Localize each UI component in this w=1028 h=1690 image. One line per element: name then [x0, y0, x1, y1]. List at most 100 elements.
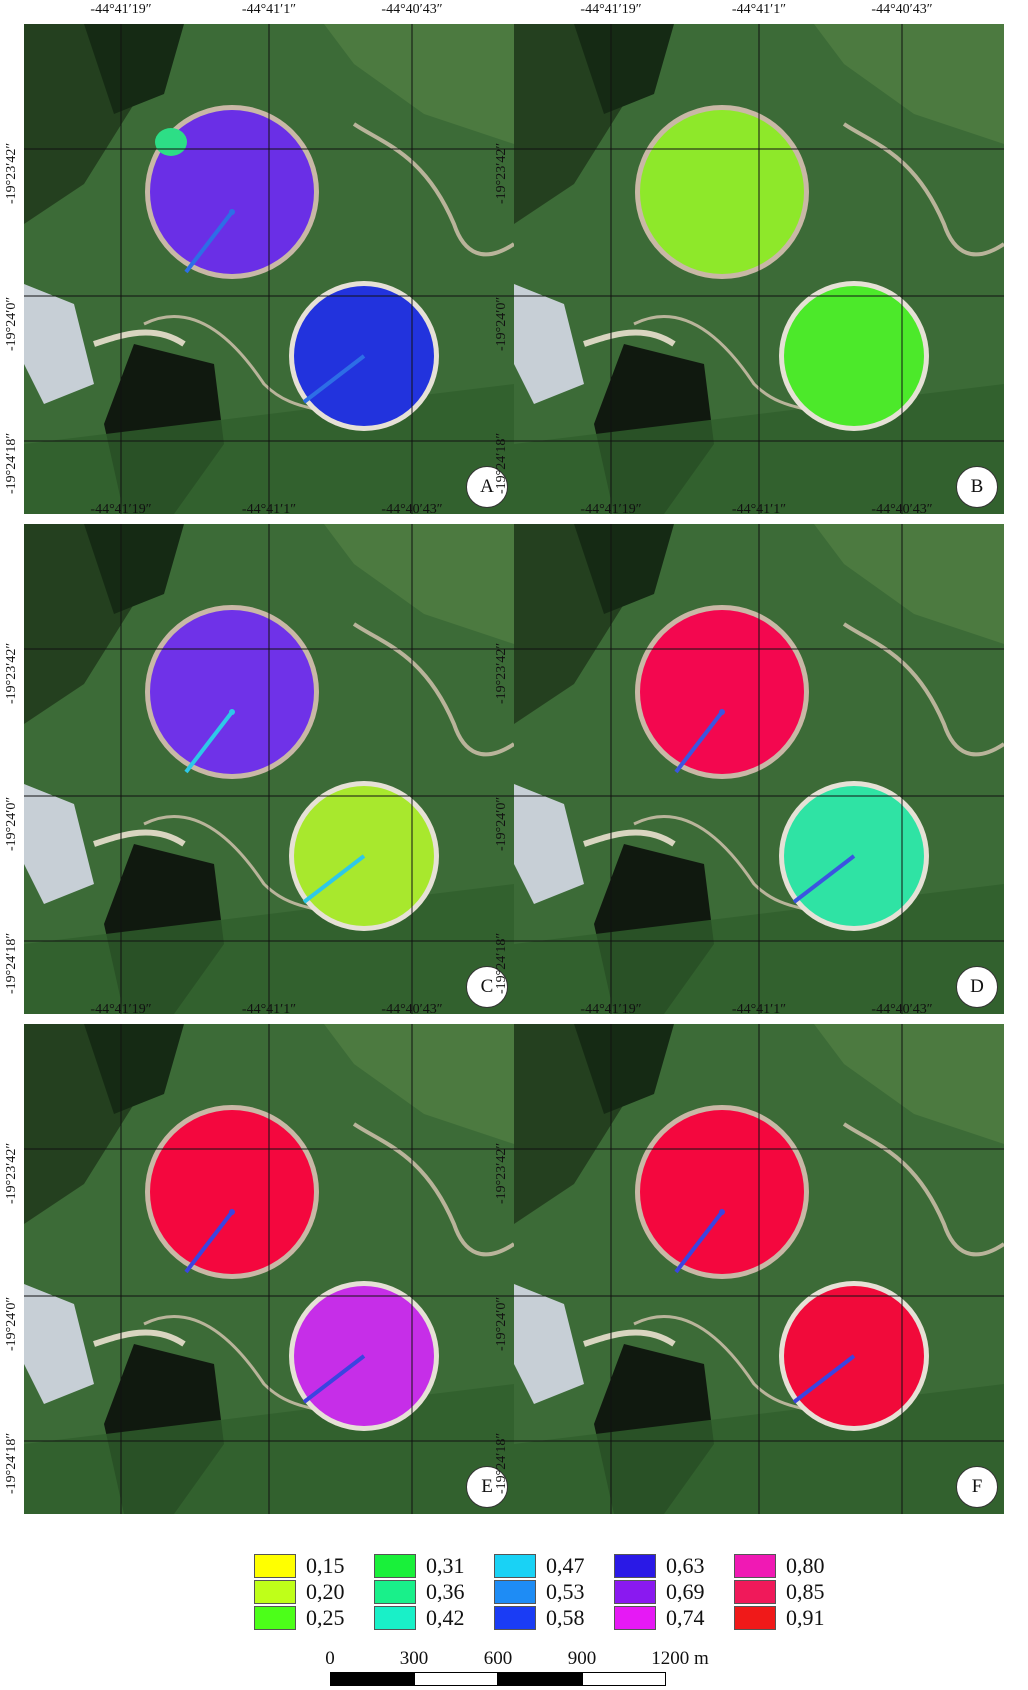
satellite-map [514, 1024, 1004, 1514]
pasture-area [324, 1024, 514, 1144]
longitude-label: -44°40′43″ [871, 502, 933, 517]
latitude-label: -19°24′18″ [4, 432, 19, 494]
map-panel: E [24, 1024, 514, 1514]
pivot-center [229, 209, 235, 215]
color-legend: 0,15 0,20 0,25 0,31 0,36 0,42 0,47 0,53 0,58 0,63… [254, 1554, 854, 1638]
longitude-label: -44°41′1″ [241, 502, 297, 517]
legend-label: 0,42 [426, 1605, 465, 1630]
legend-swatch [734, 1580, 776, 1604]
built-area [24, 284, 94, 404]
legend-label: 0,74 [666, 1605, 705, 1630]
latitude-label: -19°24′0″ [494, 796, 509, 851]
center-pivot-field [784, 286, 924, 426]
longitude-label: -44°41′19″ [90, 502, 152, 517]
legend-label: 0,20 [306, 1579, 345, 1604]
scale-label: 0 [325, 1648, 335, 1669]
dirt-road [583, 1329, 676, 1347]
dense-forest-area [574, 1024, 674, 1114]
legend-swatch [254, 1580, 296, 1604]
longitude-label: -44°41′1″ [731, 1002, 787, 1017]
legend-swatch [734, 1554, 776, 1578]
dirt-road [352, 122, 514, 257]
pivot-arm-track [184, 1210, 234, 1274]
longitude-label: -44°41′19″ [90, 2, 152, 17]
latitude-label: -19°24′0″ [4, 796, 19, 851]
panel-letter: E [466, 1466, 508, 1508]
map-panel: B [514, 24, 1004, 514]
legend-label: 0,91 [786, 1605, 825, 1630]
center-pivot-field [150, 110, 314, 274]
legend-label: 0,47 [546, 1553, 585, 1578]
anomaly-spot [155, 128, 187, 156]
satellite-map [24, 24, 514, 514]
pivot-center [229, 709, 235, 715]
built-area [514, 1284, 584, 1404]
pasture-area [814, 24, 1004, 144]
latitude-label: -19°24′0″ [4, 1296, 19, 1351]
pivot-arm-track [792, 1354, 856, 1404]
pivot-center [229, 1209, 235, 1215]
legend-swatch [614, 1580, 656, 1604]
latitude-label: -19°24′18″ [494, 1432, 509, 1494]
center-pivot-field [150, 610, 314, 774]
dense-forest-area [84, 1024, 184, 1114]
dense-forest-area [574, 524, 674, 614]
latitude-label: -19°24′18″ [4, 1432, 19, 1494]
panel-letter: A [466, 466, 508, 508]
legend-swatch [254, 1606, 296, 1630]
satellite-map [514, 24, 1004, 514]
longitude-label: -44°41′1″ [241, 2, 297, 17]
legend-label: 0,69 [666, 1579, 705, 1604]
built-area [514, 284, 584, 404]
legend-group: 0,80 0,85 0,91 [734, 1554, 852, 1638]
longitude-label: -44°40′43″ [381, 1002, 443, 1017]
built-area [24, 784, 94, 904]
legend-group: 0,31 0,36 0,42 [374, 1554, 492, 1638]
dirt-road [842, 1122, 1004, 1257]
legend-swatch [254, 1554, 296, 1578]
dirt-road [583, 329, 676, 347]
panel-letter: D [956, 966, 998, 1008]
longitude-label: -44°41′1″ [731, 502, 787, 517]
latitude-label: -19°24′0″ [4, 296, 19, 351]
dense-forest-area [84, 524, 184, 614]
longitude-label: -44°40′43″ [381, 2, 443, 17]
latitude-label: -19°23′42″ [494, 1142, 509, 1204]
legend-swatch [494, 1580, 536, 1604]
panel-letter: F [956, 1466, 998, 1508]
legend-swatch [494, 1554, 536, 1578]
legend-label: 0,85 [786, 1579, 825, 1604]
longitude-label: -44°40′43″ [871, 1002, 933, 1017]
longitude-label: -44°41′19″ [90, 1002, 152, 1017]
center-pivot-field [640, 610, 804, 774]
pivot-arm-track [674, 1210, 724, 1274]
legend-swatch [374, 1580, 416, 1604]
pivot-arm-track [792, 854, 856, 904]
legend-swatch [614, 1606, 656, 1630]
pivot-center [719, 1209, 725, 1215]
legend-swatch [494, 1606, 536, 1630]
latitude-label: -19°23′42″ [494, 642, 509, 704]
legend-label: 0,36 [426, 1579, 465, 1604]
dirt-road [842, 622, 1004, 757]
scale-segment [498, 1672, 582, 1686]
legend-group: 0,63 0,69 0,74 [614, 1554, 732, 1638]
satellite-map [514, 524, 1004, 1014]
dirt-road [93, 329, 186, 347]
pivot-arm-track [184, 710, 234, 774]
legend-group: 0,15 0,20 0,25 [254, 1554, 372, 1638]
longitude-label: -44°41′1″ [241, 1002, 297, 1017]
legend-swatch [734, 1606, 776, 1630]
panel-letter: B [956, 466, 998, 508]
pasture-area [324, 24, 514, 144]
latitude-label: -19°23′42″ [4, 642, 19, 704]
legend-label: 0,58 [546, 1605, 585, 1630]
scale-segment [330, 1672, 414, 1686]
legend-group: 0,47 0,53 0,58 [494, 1554, 612, 1638]
built-area [24, 1284, 94, 1404]
legend-swatch [374, 1554, 416, 1578]
legend-label: 0,15 [306, 1553, 345, 1578]
pivot-center [719, 709, 725, 715]
dense-forest-area [84, 24, 184, 114]
latitude-label: -19°23′42″ [4, 1142, 19, 1204]
